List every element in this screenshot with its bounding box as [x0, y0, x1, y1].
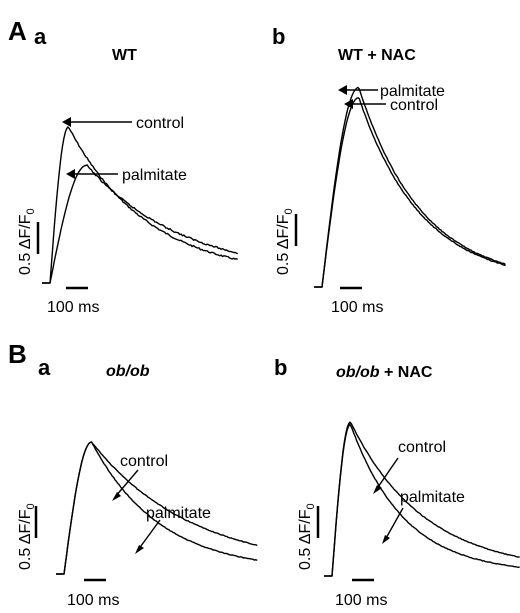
- annotation-label: palmitate: [122, 167, 187, 184]
- annotation-arrow: [384, 507, 404, 541]
- arrowhead: [338, 85, 347, 95]
- panel-letter: a: [38, 355, 51, 380]
- arrowhead: [382, 535, 390, 544]
- section-label-a: A: [8, 16, 27, 46]
- annotation-label: control: [136, 115, 184, 132]
- section-label-b: B: [8, 339, 27, 369]
- annotation-label: palmitate: [380, 83, 445, 100]
- y-scale-label: 0.5 ΔF/F0: [17, 503, 37, 570]
- x-scale-label: 100 ms: [67, 592, 119, 609]
- panel-letter: b: [274, 355, 287, 380]
- panel-title: WT: [112, 47, 137, 64]
- panel-a-b: b WT + NAC palmitate control 0.5 ΔF/F0 1…: [272, 24, 506, 316]
- traces: [56, 441, 258, 575]
- arrowhead: [62, 117, 71, 127]
- trace-control: [42, 126, 239, 284]
- panel-title: ob/ob: [106, 363, 150, 380]
- trace-control: [324, 421, 520, 577]
- panel-letter: b: [272, 24, 285, 49]
- panel-a-a: a WT control palmitate 0.5 ΔF/F0 100 ms: [17, 24, 239, 316]
- y-scale-label: 0.5 ΔF/F0: [297, 503, 317, 570]
- annotation-label: control: [120, 453, 168, 470]
- annotation-arrow: [137, 519, 161, 551]
- panel-title: WT + NAC: [338, 47, 416, 64]
- panel-letter: a: [34, 24, 47, 49]
- traces: [42, 126, 239, 284]
- panel-b-b: b ob/ob + NAC control palmitate 0.5 ΔF/F…: [274, 355, 520, 609]
- arrowhead: [373, 485, 382, 494]
- arrowhead: [112, 492, 121, 501]
- arrowhead: [66, 169, 75, 179]
- annotation-label: palmitate: [146, 505, 211, 522]
- trace-control: [314, 97, 506, 288]
- traces: [324, 421, 520, 577]
- trace-palmitate: [324, 423, 520, 577]
- y-scale-label: 0.5 ΔF/F0: [17, 208, 37, 275]
- x-scale-label: 100 ms: [331, 299, 383, 316]
- trace-control: [56, 441, 258, 575]
- traces: [314, 86, 506, 288]
- annotation-label: palmitate: [400, 489, 465, 506]
- panel-b-a: a ob/ob control palmitate 0.5 ΔF/F0 100 …: [17, 355, 258, 609]
- panel-title: ob/ob + NAC: [336, 364, 433, 381]
- annotation-label: control: [390, 97, 438, 114]
- arrowhead: [135, 545, 144, 554]
- trace-palmitate: [56, 441, 258, 575]
- trace-palmitate: [42, 164, 239, 284]
- annotation-label: control: [398, 439, 446, 456]
- x-scale-label: 100 ms: [47, 299, 99, 316]
- trace-palmitate: [314, 86, 506, 288]
- arrowhead: [344, 99, 353, 109]
- annotation-arrow: [375, 457, 399, 491]
- annotation-arrow: [114, 469, 139, 498]
- y-scale-label: 0.5 ΔF/F0: [275, 208, 295, 275]
- x-scale-label: 100 ms: [335, 592, 387, 609]
